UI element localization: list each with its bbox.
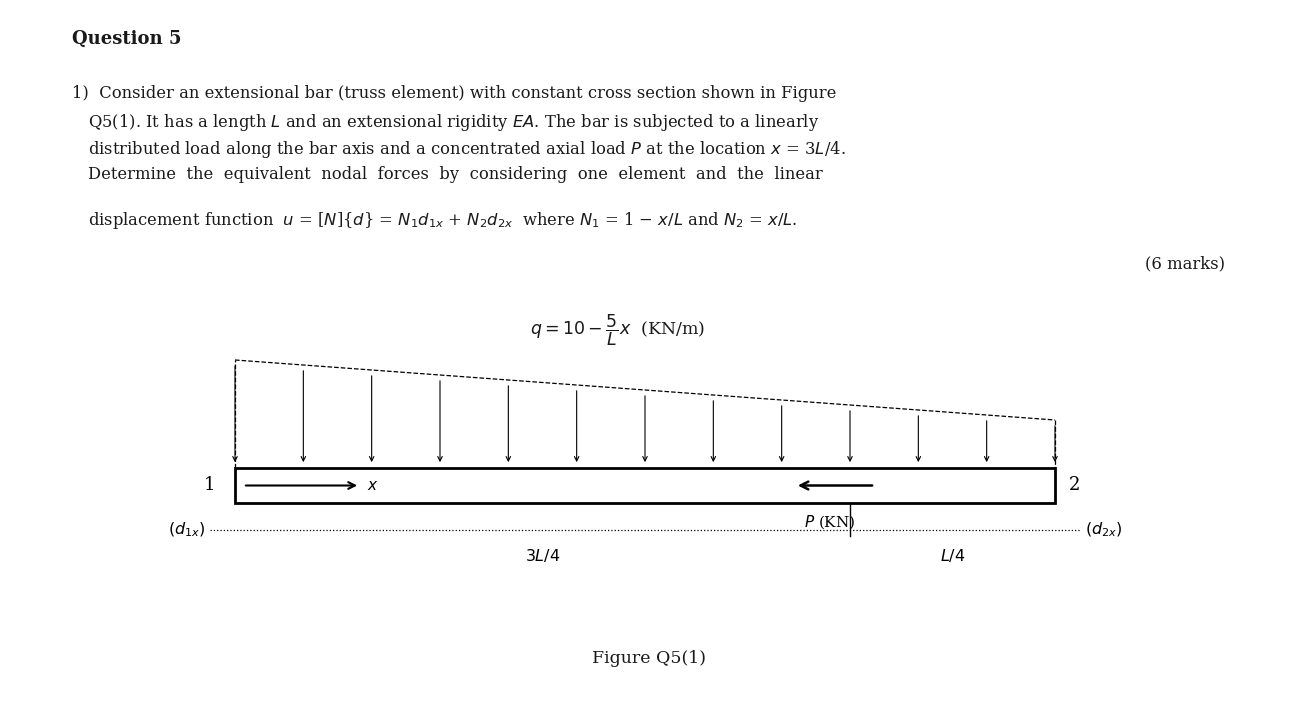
Bar xyxy=(235,468,1055,503)
Text: Determine  the  equivalent  nodal  forces  by  considering  one  element  and  t: Determine the equivalent nodal forces by… xyxy=(88,166,823,183)
Text: (6 marks): (6 marks) xyxy=(1145,255,1225,272)
Text: $P$ (KN): $P$ (KN) xyxy=(805,513,855,531)
Text: Question 5: Question 5 xyxy=(71,30,182,48)
Text: displacement function  $u$ = [$N$]{$d$} = $N_1 d_{1x}$ + $N_2 d_{2x}$  where $N_: displacement function $u$ = [$N$]{$d$} =… xyxy=(88,210,797,231)
Text: $L/4$: $L/4$ xyxy=(940,548,966,565)
Text: Q5(1). It has a length $L$ and an extensional rigidity $EA$. The bar is subjecte: Q5(1). It has a length $L$ and an extens… xyxy=(88,112,819,133)
Text: $(d_{2x})$: $(d_{2x})$ xyxy=(1085,521,1123,539)
Text: $x$: $x$ xyxy=(367,479,379,493)
Text: 2: 2 xyxy=(1070,477,1081,494)
Text: Figure Q5(1): Figure Q5(1) xyxy=(592,650,706,667)
Text: 1)  Consider an extensional bar (truss element) with constant cross section show: 1) Consider an extensional bar (truss el… xyxy=(71,85,836,102)
Text: $(d_{1x})$: $(d_{1x})$ xyxy=(167,521,205,539)
Text: $3L/4$: $3L/4$ xyxy=(524,548,561,565)
Text: 1: 1 xyxy=(204,477,215,494)
Text: $q = 10 - \dfrac{5}{L}x$  (KN/m): $q = 10 - \dfrac{5}{L}x$ (KN/m) xyxy=(530,313,705,348)
Text: distributed load along the bar axis and a concentrated axial load $P$ at the loc: distributed load along the bar axis and … xyxy=(88,139,845,160)
